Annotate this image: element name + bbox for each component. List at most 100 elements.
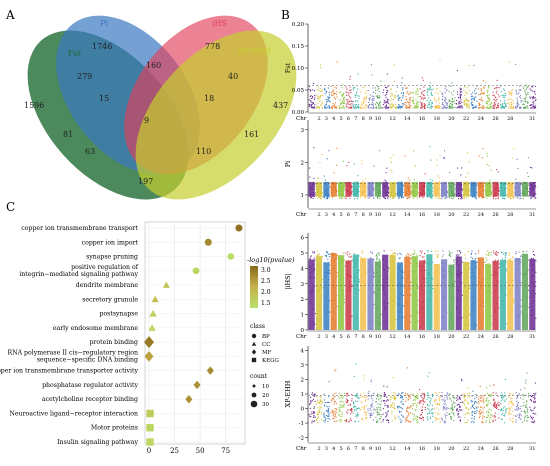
snp-point (495, 100, 497, 102)
snp-point (510, 197, 512, 199)
x-tick-label: 24 (478, 334, 484, 340)
snp-band (433, 263, 440, 330)
snp-point (512, 421, 514, 423)
snp-point (367, 90, 369, 92)
snp-point (365, 411, 367, 413)
snp-point (431, 412, 433, 414)
snp-point (314, 259, 316, 261)
snp-point (530, 197, 532, 199)
snp-point (312, 82, 315, 85)
snp-point (520, 418, 522, 420)
snp-point (372, 419, 375, 421)
snp-point (473, 196, 475, 198)
snp-point (524, 92, 526, 94)
snp-point (335, 369, 337, 371)
snp-point (408, 253, 410, 255)
snp-point (444, 402, 446, 404)
snp-point (333, 96, 335, 98)
snp-point (402, 285, 404, 287)
snp-point (490, 395, 492, 397)
snp-point (402, 87, 404, 89)
snp-point (478, 250, 480, 252)
snp-point (383, 393, 385, 395)
snp-point (480, 90, 482, 92)
snp-point (525, 106, 527, 108)
venn-count: 18 (204, 94, 214, 103)
snp-point (456, 103, 458, 105)
snp-point (488, 412, 490, 414)
snp-point (460, 97, 462, 99)
snp-point (457, 250, 459, 252)
snp-point (408, 102, 410, 104)
term-label: acetylcholine receptor binding (42, 396, 138, 403)
snp-point (471, 412, 473, 414)
venn-label-pi: Pi (100, 19, 108, 28)
snp-point (469, 413, 471, 415)
snp-point (427, 412, 429, 415)
snp-point (311, 97, 314, 99)
snp-point (342, 84, 344, 86)
snp-point (360, 396, 362, 398)
snp-point (519, 85, 521, 87)
snp-point (317, 98, 319, 100)
y-tick-label: -1 (299, 421, 304, 427)
snp-point (471, 417, 473, 419)
snp-point (486, 95, 489, 97)
snp-point (510, 104, 512, 106)
x-axis-label: Chr (296, 116, 307, 122)
snp-point (376, 256, 378, 258)
snp-point (430, 103, 432, 105)
snp-point (526, 410, 528, 412)
snp-point (314, 107, 316, 109)
snp-point (401, 77, 403, 79)
snp-point (473, 421, 475, 424)
term-label: secretory granule (82, 296, 138, 303)
snp-point (313, 177, 315, 179)
snp-point (466, 107, 468, 109)
snp-point (483, 105, 485, 107)
snp-point (454, 405, 456, 407)
snp-point (419, 403, 421, 405)
snp-point (353, 253, 355, 255)
snp-point (499, 85, 501, 87)
snp-point (496, 407, 498, 409)
snp-point (418, 388, 421, 391)
x-tick-label: 10 (375, 212, 381, 218)
snp-point (533, 421, 535, 423)
snp-point (435, 407, 437, 409)
snp-point (385, 96, 387, 98)
snp-point (367, 107, 370, 109)
snp-point (475, 198, 477, 200)
snp-point (461, 106, 463, 108)
snp-point (351, 105, 353, 107)
snp-point (510, 107, 513, 109)
snp-point (344, 182, 346, 184)
snp-point (408, 414, 410, 416)
snp-point (316, 89, 318, 91)
snp-point (465, 407, 467, 409)
snp-point (351, 411, 353, 413)
snp-point (364, 400, 366, 402)
snp-point (397, 253, 399, 255)
snp-point (422, 399, 424, 401)
snp-point (451, 408, 453, 410)
snp-point (497, 102, 499, 104)
snp-point (523, 97, 525, 100)
snp-point (517, 414, 519, 416)
snp-point (435, 392, 437, 394)
snp-point (365, 107, 367, 109)
snp-point (391, 98, 393, 100)
snp-point (399, 105, 401, 107)
snp-point (362, 419, 364, 421)
snp-point (324, 402, 327, 404)
snp-point (478, 252, 480, 254)
snp-point (431, 408, 433, 410)
x-tick-label: 12 (389, 334, 395, 340)
snp-point (348, 256, 350, 258)
snp-point (493, 105, 495, 107)
snp-point (378, 96, 380, 98)
snp-point (407, 106, 410, 108)
snp-point (385, 400, 388, 402)
snp-point (463, 197, 465, 199)
snp-point (336, 305, 338, 308)
